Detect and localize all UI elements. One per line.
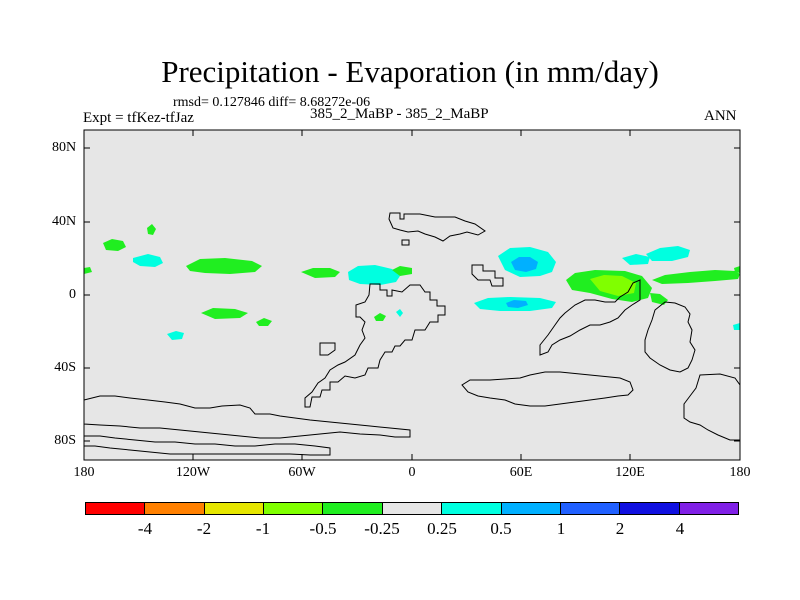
runs-label: 385_2_MaBP - 385_2_MaBP xyxy=(310,106,489,122)
lon-tick-180-east: 180 xyxy=(729,465,751,480)
coastline-asia-south xyxy=(539,279,641,356)
anomaly-green-east-edge xyxy=(734,266,740,273)
colorbar-swatch xyxy=(382,503,443,514)
lat-tick-40s: 40S xyxy=(54,360,76,375)
anomaly-green-pacific-central xyxy=(186,258,262,274)
anomaly-cyan-edge xyxy=(733,323,740,330)
coastline-island-atlantic xyxy=(319,342,336,356)
coastline-north-africa xyxy=(471,264,504,287)
anomaly-green-pacific-east xyxy=(301,268,340,278)
anomaly-yellowgreen-maritime xyxy=(590,275,636,296)
anomaly-cyan-pacific-west xyxy=(133,254,163,267)
anomaly-green-east-2 xyxy=(650,293,668,305)
colorbar-label: -1 xyxy=(255,519,271,538)
colorbar-swatch xyxy=(86,503,146,514)
colorbar-swatch xyxy=(145,503,205,514)
axis-ticks xyxy=(84,130,740,460)
anomaly-green-small-3 xyxy=(374,313,386,321)
anomaly-blue-indian xyxy=(506,300,528,308)
colorbar-swatch xyxy=(204,503,265,514)
anomaly-green-east xyxy=(652,270,740,284)
lon-tick-120w: 120W xyxy=(175,465,211,480)
lat-tick-80s: 80S xyxy=(54,433,76,448)
colorbar-swatch xyxy=(442,503,502,514)
anomaly-green-small-2 xyxy=(256,318,272,326)
coastlines xyxy=(83,212,741,456)
lon-tick-180-west: 180 xyxy=(73,465,95,480)
colorbar-swatch xyxy=(501,503,561,514)
colorbar-swatch xyxy=(323,503,383,514)
coastline-africa xyxy=(304,283,446,408)
coastline-southern-continent xyxy=(461,371,634,407)
colorbar-swatch xyxy=(679,503,738,514)
colorbar-label: 2 xyxy=(615,519,625,538)
anomaly-green-west-edge xyxy=(84,267,92,274)
field-anomalies xyxy=(84,224,740,340)
colorbar-label: 1 xyxy=(556,519,566,538)
colorbar-label: -4 xyxy=(137,519,153,538)
lon-tick-60w: 60W xyxy=(288,465,316,480)
colorbar-swatch xyxy=(620,503,680,514)
anomaly-green-atlantic xyxy=(392,266,412,276)
stats-line: rmsd= 0.127846 diff= 8.68272e-06 xyxy=(173,95,371,110)
lat-tick-80n: 80N xyxy=(52,140,77,155)
anomaly-cyan-atlantic xyxy=(348,265,400,285)
coastline-small-island xyxy=(401,239,410,246)
anomaly-green-south xyxy=(201,308,248,319)
colorbar-label: 0.5 xyxy=(490,519,512,538)
lon-tick-0: 0 xyxy=(408,465,416,480)
coastline-eurasia xyxy=(388,212,486,242)
anomaly-cyan-east xyxy=(622,254,650,265)
lon-tick-60e: 60E xyxy=(509,465,533,480)
season-label: ANN xyxy=(704,108,737,124)
lat-tick-0: 0 xyxy=(69,287,76,302)
coastline-sw-land xyxy=(83,395,411,439)
anomaly-green-pacific-west xyxy=(103,239,126,251)
coastline-australia xyxy=(644,301,696,373)
colorbar xyxy=(85,502,739,515)
colorbar-label: -0.5 xyxy=(309,519,337,538)
colorbar-label: -2 xyxy=(196,519,212,538)
colorbar-swatch xyxy=(264,503,324,514)
coastline-sw-land-2 xyxy=(83,435,331,456)
lat-tick-40n: 40N xyxy=(52,214,77,229)
experiment-label: Expt = tfKez-tfJaz xyxy=(83,110,194,126)
map-title: Precipitation - Evaporation (in mm/day) xyxy=(161,54,659,89)
colorbar-label: 0.25 xyxy=(427,519,457,538)
anomaly-cyan-asia xyxy=(646,246,690,261)
anomaly-green-small xyxy=(147,224,156,235)
colorbar-label: 4 xyxy=(675,519,685,538)
colorbar-swatch xyxy=(560,503,621,514)
anomaly-blue-africa-north xyxy=(511,257,538,272)
colorbar-label: -0.25 xyxy=(364,519,400,538)
coastline-se-island xyxy=(683,373,741,441)
anomaly-cyan-dot xyxy=(396,309,403,317)
lon-tick-120e: 120E xyxy=(615,465,645,480)
anomaly-cyan-south-pacific xyxy=(167,331,184,340)
